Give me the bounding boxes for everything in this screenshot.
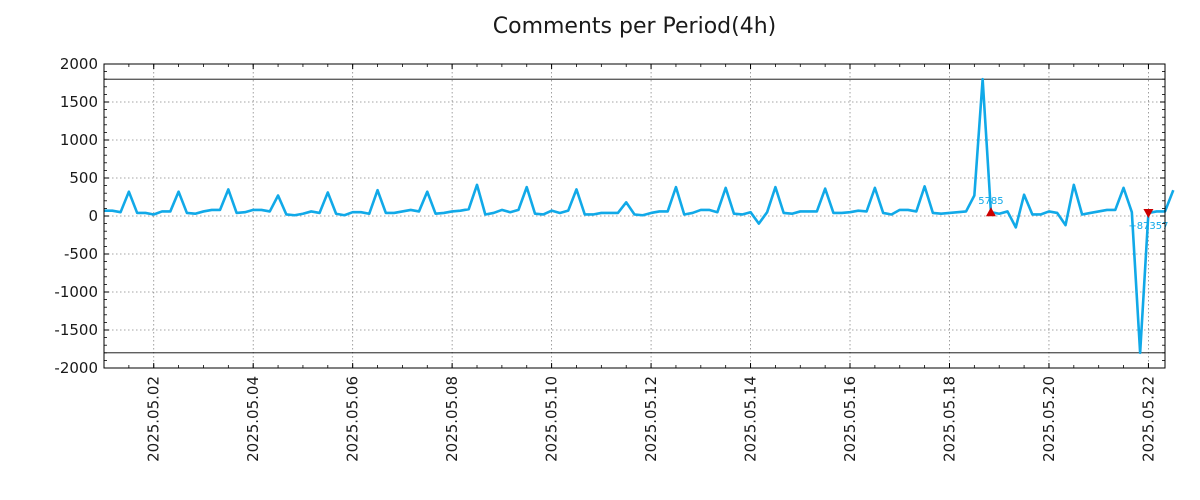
x-tick-label: 2025.05.10 (543, 376, 561, 462)
x-tick-label: 2025.05.02 (145, 376, 163, 462)
y-axis-ticks: 2000 1500 1000 500 0 -500 -1000 -1500 -2000 (54, 55, 1165, 377)
y-tick-label: 500 (69, 169, 98, 187)
y-tick-label: 0 (88, 207, 98, 225)
x-tick-label: 2025.05.12 (642, 376, 660, 462)
grid-lines (104, 64, 1165, 368)
chart-title: Comments per Period(4h) (492, 14, 777, 39)
annotation-marker (985, 207, 996, 217)
x-axis-ticks: 2025.05.02 2025.05.04 2025.05.06 2025.05.08… (103, 64, 1157, 462)
series-line (104, 77, 1175, 355)
annotation-marker (1143, 208, 1154, 218)
axes (103, 63, 1166, 369)
x-tick-label: 2025.05.04 (244, 376, 262, 462)
x-tick-label: 2025.05.06 (344, 376, 362, 462)
clip-threshold-lines (104, 78, 1165, 354)
y-tick-label: 1000 (60, 131, 98, 149)
y-tick-label: 1500 (60, 93, 98, 111)
y-tick-label: -500 (64, 245, 98, 263)
x-tick-label: 2025.05.14 (742, 376, 760, 462)
plot-frame (103, 63, 1166, 369)
x-tick-label: 2025.05.18 (940, 376, 958, 462)
annotation-label: −87357 (1128, 221, 1168, 232)
x-tick-label: 2025.05.08 (443, 376, 461, 462)
series-lines (104, 77, 1175, 355)
y-tick-label: 2000 (60, 55, 98, 73)
x-tick-label: 2025.05.20 (1040, 376, 1058, 462)
x-tick-label: 2025.05.22 (1139, 376, 1157, 462)
y-tick-label: -1000 (54, 283, 98, 301)
annotation-label: 5785 (978, 196, 1003, 207)
x-tick-label: 2025.05.16 (841, 376, 859, 462)
y-tick-label: -2000 (54, 359, 98, 377)
y-tick-label: -1500 (54, 321, 98, 339)
annotation-markers: 5785 −87357 (978, 196, 1168, 232)
